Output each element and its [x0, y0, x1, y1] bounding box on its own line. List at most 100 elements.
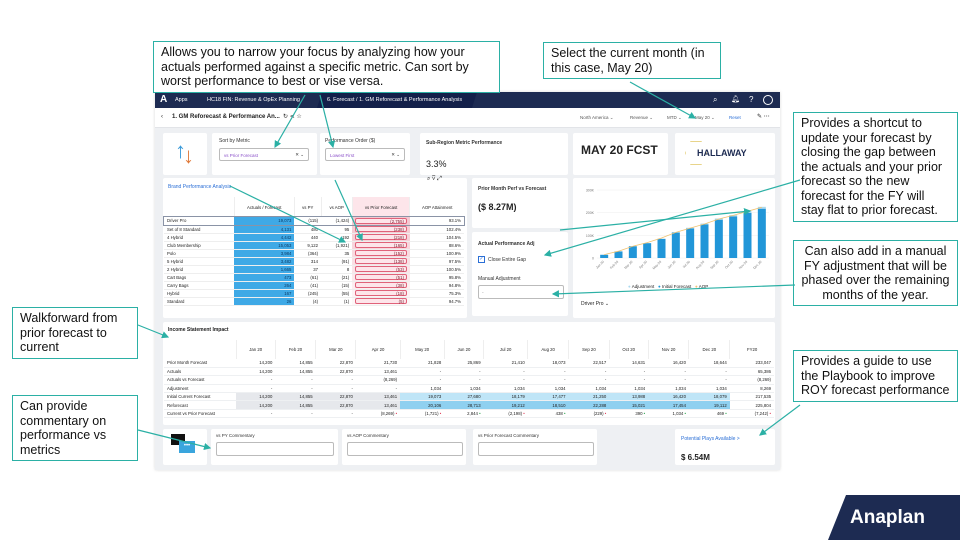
brand-col-header[interactable]: vs AOP	[320, 197, 353, 217]
brand-col-header[interactable]: Actuals / Forecast	[233, 197, 295, 217]
table-row[interactable]: Club Membership 15,053 9,122 (1,921) (165) 88…	[164, 241, 464, 250]
row-label: Hybrid	[164, 289, 234, 298]
up-arrow-icon: ↑	[175, 138, 186, 163]
table-row: Prior Month Forecast 14,200 14,855 22,870 21…	[164, 359, 774, 368]
cell: 18,073	[527, 359, 569, 368]
back-icon[interactable]: ‹	[161, 114, 163, 120]
aop-commentary-input[interactable]	[347, 442, 463, 456]
cell: (61)	[294, 273, 322, 282]
table-row[interactable]: Polo 3,984 (364) 35 (152) 100.9%	[164, 249, 464, 258]
income-col-header: Jan 20	[235, 340, 276, 359]
row-label: Standard	[164, 297, 234, 306]
cell: 22,517	[568, 359, 610, 368]
cell: 13,461	[355, 400, 401, 410]
actual-adj-card: Actual Performance Adj ✓ Close Entire Ga…	[472, 232, 568, 316]
search-icon[interactable]: ⌕	[713, 95, 718, 104]
cell: 22,870	[315, 392, 356, 402]
cell: 19,212	[483, 400, 528, 410]
cell: 8	[321, 265, 353, 274]
prior-commentary-label: vs Prior Forecast Commentary	[478, 433, 540, 438]
x-tick-label: Sep 20	[709, 260, 719, 270]
nav-apps[interactable]: Apps	[175, 97, 188, 103]
cell: 16,420	[648, 359, 689, 368]
row-label: Actuals	[164, 367, 236, 377]
table-row[interactable]: Set of 8 Standard 4,131 480 95 (238) 102.4%	[164, 225, 464, 234]
brand-col-header[interactable]: vs PY	[293, 197, 322, 217]
cell: -	[527, 375, 569, 385]
performance-order-select[interactable]: Lowest First ✕ ⌄	[325, 148, 405, 161]
nav-page[interactable]: 6. Forecast / 1. GM Reforecast & Perform…	[327, 97, 463, 103]
manual-adjustment-input[interactable]: -	[478, 285, 564, 299]
cell: (364)	[294, 249, 322, 258]
callout-commentary: Can provide commentary on performance vs…	[12, 395, 138, 461]
row-label: Current vs Prior Forecast	[164, 409, 236, 419]
prior-commentary-input[interactable]	[478, 442, 594, 456]
income-col-header: May 20	[399, 340, 445, 359]
table-row[interactable]: 5 Hybrid 3,482 314 (91) (138) 97.5%	[164, 257, 464, 266]
cell: 1,034 •	[648, 409, 689, 419]
bell-icon[interactable]: 🔔︎	[731, 96, 740, 103]
avatar[interactable]	[763, 95, 773, 105]
table-row[interactable]: Standard 26 (4) (1) (5) 94.7%	[164, 297, 464, 306]
legend-aop: AOP	[698, 284, 709, 289]
chat-dots-icon: •••	[179, 441, 195, 453]
filter-metric[interactable]: Revenue ⌄	[630, 115, 654, 120]
bar-initial-forecast	[628, 246, 637, 258]
cell: 14,200	[236, 359, 276, 368]
brand-col-header[interactable]: AOP Attainment	[409, 197, 464, 217]
table-row: Actuals vs Forecast - - - (8,269) - - - - - - - - (8,…	[164, 375, 774, 385]
table-row[interactable]: Driver Pro 19,073 (115) (1,424) (2,755) 93.1%	[163, 216, 465, 226]
row-label: Prior Month Forecast	[164, 359, 236, 368]
help-icon[interactable]: ?	[749, 95, 754, 104]
sort-by-metric-select[interactable]: vs Prior Forecast ✕ ⌄	[219, 148, 309, 161]
table-row[interactable]: 4 Hybrid 4,442 440 192 (218) 104.5%	[164, 233, 464, 242]
nav-model[interactable]: HC18 FIN: Revenue & OpEx Planning	[207, 97, 300, 103]
reset-button[interactable]: Reset	[729, 115, 741, 120]
status-dot: •	[683, 411, 686, 417]
cell: 438 •	[527, 409, 569, 419]
row-label: Driver Pro	[164, 217, 234, 226]
anaplan-logo-icon: A	[160, 94, 168, 105]
cell: 4,442	[234, 233, 295, 242]
prior-commentary-card: vs Prior Forecast Commentary	[473, 429, 597, 465]
sort-label: Sort by Metric	[219, 138, 250, 144]
table-row[interactable]: Hybrid 167 (245) (55) (18) 75.3%	[164, 289, 464, 298]
down-arrow-icon: ↓	[183, 143, 194, 168]
cell: 21,730	[355, 359, 401, 368]
brand-col-header[interactable]: vs Prior Forecast	[351, 197, 410, 217]
cell: 94.8%	[409, 281, 464, 290]
table-tools-icon[interactable]: ⌕ ⊽ ⤢	[427, 176, 442, 182]
py-commentary-card: vs PY Commentary	[211, 429, 338, 465]
table-row[interactable]: Cart Bags 473 (61) (21) (51) 95.8%	[164, 273, 464, 282]
callout-manual-adj: Can also add in a manual FY adjustment t…	[793, 240, 958, 306]
bar-initial-forecast	[743, 212, 752, 258]
filter-period[interactable]: MTD ⌄	[667, 115, 682, 120]
cell: 14,631	[609, 359, 649, 368]
table-row: Initial Current Forecast 14,200 14,855 22,8…	[164, 392, 774, 402]
cell: 233,047	[729, 359, 774, 368]
cell: 14,200	[236, 400, 276, 410]
cell: 37	[294, 265, 322, 274]
refresh-share-star-icons[interactable]: ↻ ⋖ ☆	[283, 114, 302, 120]
cell: 390 •	[609, 409, 649, 419]
cell: 3,482	[234, 257, 295, 266]
close-gap-checkbox[interactable]: ✓	[478, 256, 485, 263]
bar-initial-forecast	[700, 224, 709, 258]
table-row[interactable]: 2 Hybrid 1,665 37 8 (53) 100.5%	[164, 265, 464, 274]
cell: 100.5%	[409, 265, 464, 274]
hexagon-logo-icon	[685, 141, 707, 165]
row-label: 2 Hybrid	[164, 265, 234, 274]
cell: 93.1%	[409, 217, 464, 226]
cell: 14,855	[275, 392, 316, 402]
table-row[interactable]: Carry Bags 264 (41) (15) (38) 94.8%	[164, 281, 464, 290]
py-commentary-input[interactable]	[216, 442, 334, 456]
potential-plays-link[interactable]: Potential Plays Available >	[681, 436, 740, 442]
income-col-header: Feb 20	[274, 340, 316, 359]
filter-region[interactable]: North America ⌄	[580, 115, 614, 120]
cell: 1,034	[648, 384, 689, 394]
driver-select[interactable]: Driver Pro ⌄	[581, 301, 610, 307]
edit-icon[interactable]: ✎ ⋯	[757, 114, 770, 120]
adj-title: Actual Performance Adj	[478, 241, 535, 247]
filter-month[interactable]: May 20 ⌄	[695, 115, 715, 120]
cell: (5)	[352, 297, 410, 306]
